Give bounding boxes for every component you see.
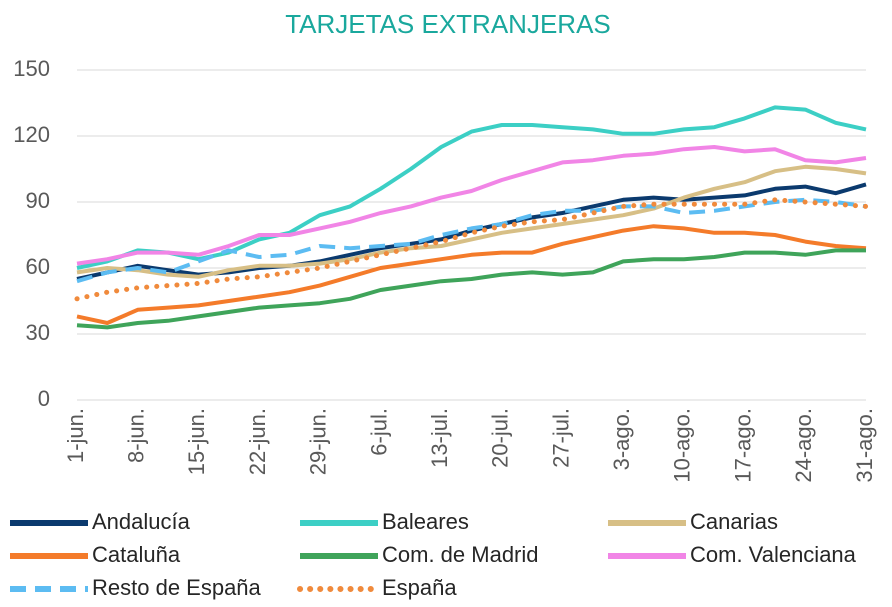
x-tick-label: 10-ago. xyxy=(670,408,695,483)
x-tick-label: 6-jul. xyxy=(366,408,391,456)
x-tick-label: 15-jun. xyxy=(184,408,209,475)
chart-title: TARJETAS EXTRANJERAS xyxy=(285,9,611,39)
series-line xyxy=(74,197,869,302)
x-tick-label: 3-ago. xyxy=(609,408,634,470)
x-tick-label: 31-ago. xyxy=(852,408,877,483)
legend-label: Resto de España xyxy=(92,575,262,600)
x-tick-label: 24-ago. xyxy=(791,408,816,483)
x-tick-label: 1-jun. xyxy=(63,408,88,463)
x-tick-label: 8-jun. xyxy=(124,408,149,463)
series-line xyxy=(76,145,867,266)
x-tick-label: 29-jun. xyxy=(306,408,331,475)
y-tick-label: 0 xyxy=(38,386,50,411)
y-tick-label: 120 xyxy=(13,122,50,147)
y-tick-label: 150 xyxy=(13,56,50,81)
series-line xyxy=(76,105,867,270)
x-tick-label: 20-jul. xyxy=(488,408,513,468)
y-tick-label: 90 xyxy=(26,188,50,213)
legend-label: Canarias xyxy=(690,509,778,534)
x-tick-label: 22-jun. xyxy=(245,408,270,475)
series-line xyxy=(76,248,866,330)
legend-label: Cataluña xyxy=(92,542,181,567)
series-line xyxy=(76,224,867,325)
legend-label: Andalucía xyxy=(92,509,191,534)
legend-label: Com. de Madrid xyxy=(382,542,539,567)
legend-label: Baleares xyxy=(382,509,469,534)
x-tick-label: 13-jul. xyxy=(427,408,452,468)
x-tick-label: 17-ago. xyxy=(730,408,755,483)
series-line xyxy=(76,164,867,279)
legend-label: España xyxy=(382,575,457,600)
x-tick-label: 27-jul. xyxy=(548,408,573,468)
series-line xyxy=(76,197,867,284)
legend-label: Com. Valenciana xyxy=(690,542,857,567)
y-tick-label: 30 xyxy=(26,320,50,345)
y-tick-label: 60 xyxy=(26,254,50,279)
